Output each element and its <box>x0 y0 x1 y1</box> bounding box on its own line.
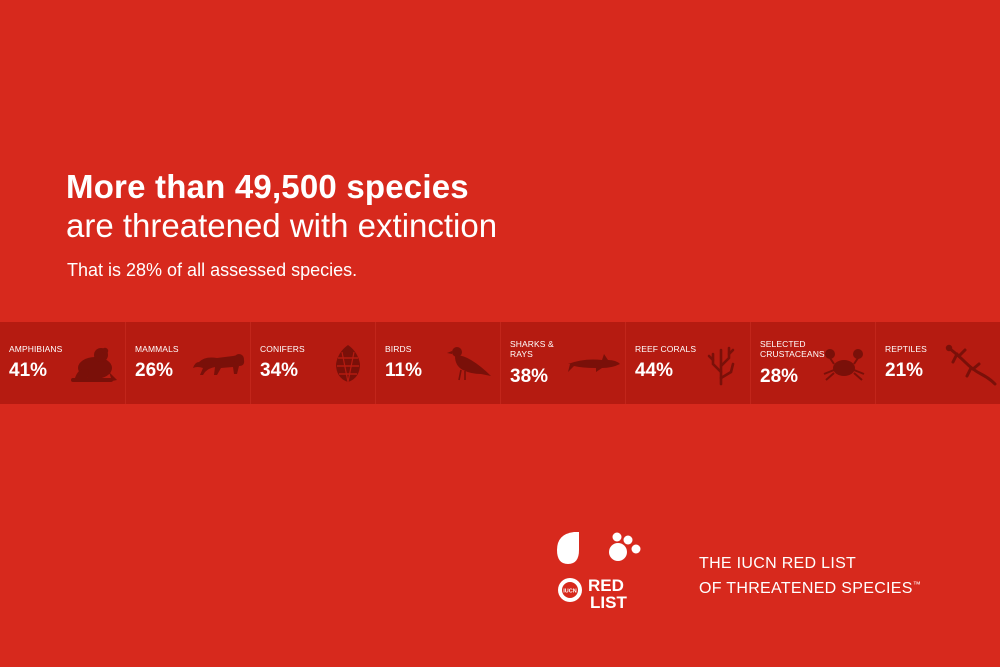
subheadline: are threatened with extinction <box>66 207 498 244</box>
species-label: BIRDS <box>385 344 412 354</box>
brand-title-line2: OF THREATENED SPECIES™ <box>699 575 921 598</box>
species-cell-reef-corals: REEF CORALS 44% <box>625 322 750 404</box>
bird-icon <box>447 347 491 381</box>
logo-badge: IUCN <box>563 589 576 595</box>
species-cell-conifers: CONIFERS 34% <box>250 322 375 404</box>
species-percent: 44% <box>635 360 674 381</box>
species-label: SELECTED CRUSTACEANS <box>760 339 825 359</box>
species-percent: 11% <box>385 360 422 381</box>
headline: More than 49,500 species <box>66 168 469 205</box>
brand-title-line1: THE IUCN RED LIST <box>699 555 857 572</box>
brand-title-line2-text: OF THREATENED SPECIES <box>699 580 913 597</box>
species-band: AMPHIBIANS 41% MAMMALS 26% CONIFERS 34% <box>0 322 1000 404</box>
tagline: That is 28% of all assessed species. <box>67 260 358 280</box>
species-cell-birds: BIRDS 11% <box>375 322 500 404</box>
species-cell-amphibians: AMPHIBIANS 41% <box>0 322 125 404</box>
crab-icon <box>823 349 865 381</box>
species-label: REPTILES <box>885 344 927 354</box>
red-list-logo: IUCN RED LIST <box>557 532 641 612</box>
species-label: MAMMALS <box>135 344 179 354</box>
tiger-icon <box>193 354 245 375</box>
species-cell-sharks-rays: SHARKS & RAYS 38% <box>500 322 625 404</box>
shark-icon <box>568 354 620 372</box>
frog-icon <box>71 347 117 382</box>
species-label: REEF CORALS <box>635 344 697 354</box>
species-percent: 21% <box>885 360 924 381</box>
species-cell-crustaceans: SELECTED CRUSTACEANS 28% <box>750 322 875 404</box>
species-percent: 38% <box>510 366 549 387</box>
species-cell-reptiles: REPTILES 21% <box>875 322 1000 404</box>
species-cell-mammals: MAMMALS 26% <box>125 322 250 404</box>
species-label: AMPHIBIANS <box>9 344 63 354</box>
species-label: CONIFERS <box>260 344 305 354</box>
species-percent: 41% <box>9 360 48 381</box>
pinecone-icon <box>336 345 360 383</box>
species-percent: 26% <box>135 360 174 381</box>
species-percent: 28% <box>760 366 799 387</box>
trademark-symbol: ™ <box>912 580 922 589</box>
species-percent: 34% <box>260 360 299 381</box>
logo-text-list: LIST <box>590 593 627 612</box>
coral-icon <box>707 346 735 386</box>
species-label: SHARKS & RAYS <box>510 339 554 359</box>
logo-text-red: RED <box>588 576 624 595</box>
lizard-icon <box>945 344 997 386</box>
